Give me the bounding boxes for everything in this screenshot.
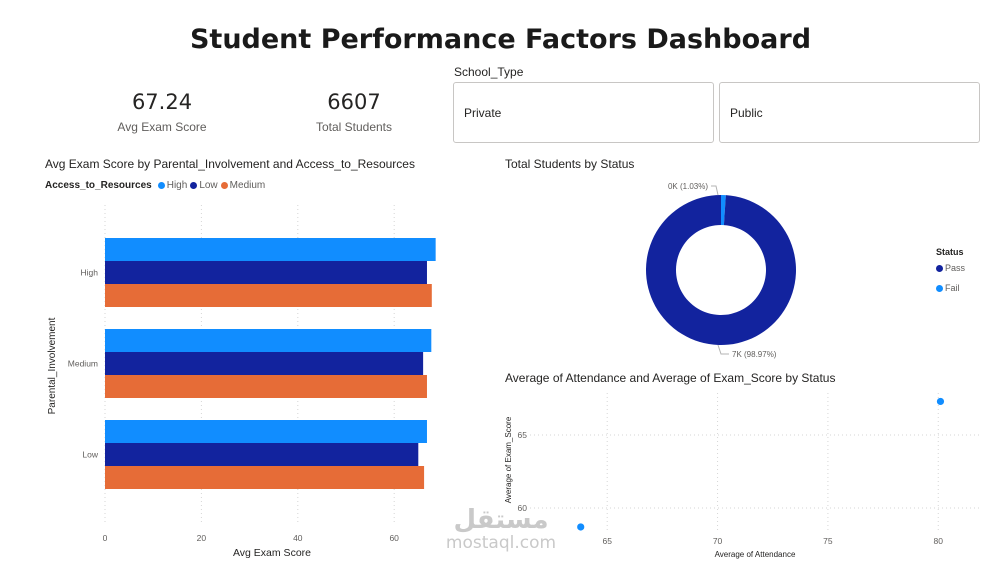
bar-high-low[interactable]	[105, 261, 427, 284]
kpi-value: 6607	[327, 90, 381, 114]
legend-label: Medium	[229, 180, 266, 191]
donut-slice-fail[interactable]	[721, 195, 726, 226]
legend-dot	[220, 182, 228, 189]
legend-item-high[interactable]: High	[157, 180, 188, 191]
y-axis-title: Parental_Involvement	[47, 317, 58, 414]
bar-chart[interactable]: 0 20 40 60 High Medium Low Avg Exam Score Pare…	[0, 0, 460, 579]
donut-chart-title: Total Students by Status	[505, 157, 635, 171]
dashboard-title: Student Performance Factors Dashboard	[189, 24, 812, 55]
slice-label-pass: 7K (98.97%)	[732, 350, 777, 359]
y-tick-label: High	[81, 268, 99, 278]
kpi-label: Total Students	[315, 120, 393, 134]
legend-title: Status	[936, 247, 964, 257]
legend-dot	[936, 284, 943, 292]
kpi-total-students: 6607 Total Students	[274, 90, 434, 134]
scatter-point-fail[interactable]	[577, 523, 585, 531]
bar-chart-legend: Access_to_Resources High Low Medium	[45, 180, 268, 191]
legend-item-low[interactable]: Low	[190, 180, 218, 191]
bar-medium-high[interactable]	[105, 329, 432, 352]
legend-label: High	[166, 180, 188, 191]
legend-item-pass[interactable]: Pass	[936, 263, 965, 273]
scatter-chart[interactable]: 65 70 75 80 60 65 Average of Attendance Avera…	[490, 385, 990, 565]
y-tick-label: Low	[82, 450, 98, 460]
scatter-chart-title: Average of Attendance and Average of Exa…	[505, 371, 836, 385]
x-tick-label: 0	[103, 533, 108, 543]
slicer-title: School_Type	[454, 65, 524, 79]
y-axis-title: Average of Exam_Score	[504, 416, 513, 503]
x-tick-label: 65	[602, 536, 612, 546]
slicer-option-private[interactable]: Private	[453, 82, 714, 143]
donut-chart[interactable]: 0K (1.03%) 7K (98.97%)	[600, 175, 860, 370]
watermark-logo: مستقل mostaql.com	[438, 506, 564, 552]
status-legend: Status Pass Fail	[936, 247, 965, 303]
kpi-label: Avg Exam Score	[117, 120, 207, 134]
bar-medium-low[interactable]	[105, 352, 424, 375]
legend-item-fail[interactable]: Fail	[936, 283, 965, 293]
x-axis-title: Avg Exam Score	[233, 547, 311, 559]
legend-label: Low	[199, 180, 218, 191]
legend-dot	[936, 264, 943, 272]
y-tick-label: Medium	[68, 359, 98, 369]
y-tick-label: 65	[518, 430, 528, 440]
bar-high-medium[interactable]	[105, 284, 432, 307]
watermark-arabic: مستقل	[453, 505, 549, 535]
x-tick-label: 40	[293, 533, 303, 543]
y-tick-label: 60	[518, 503, 528, 513]
bar-chart-title: Avg Exam Score by Parental_Involvement a…	[45, 157, 415, 171]
leader-line	[711, 185, 719, 196]
legend-dot	[157, 182, 165, 189]
bar-high-high[interactable]	[105, 238, 436, 261]
kpi-value: 67.24	[131, 90, 193, 114]
legend-item-medium[interactable]: Medium	[220, 180, 266, 191]
watermark-latin: mostaql.com	[445, 533, 557, 553]
bar-low-high[interactable]	[105, 420, 427, 443]
kpi-avg-exam-score: 67.24 Avg Exam Score	[82, 90, 242, 134]
legend-label: Fail	[945, 283, 960, 293]
donut-slice-pass[interactable]	[646, 195, 796, 345]
legend-dot	[190, 182, 198, 189]
slice-label-fail: 0K (1.03%)	[668, 182, 708, 191]
x-tick-label: 80	[934, 536, 944, 546]
legend-label: Pass	[945, 263, 966, 273]
scatter-point-pass[interactable]	[936, 397, 945, 406]
bar-low-low[interactable]	[105, 443, 419, 466]
x-tick-label: 20	[197, 533, 207, 543]
x-tick-label: 75	[823, 536, 833, 546]
x-tick-label: 60	[389, 533, 399, 543]
leader-line	[717, 344, 729, 355]
slicer-option-public[interactable]: Public	[719, 82, 980, 143]
legend-title: Access_to_Resources	[45, 180, 152, 191]
x-tick-label: 70	[713, 536, 723, 546]
x-axis-title: Average of Attendance	[715, 550, 796, 559]
bar-low-medium[interactable]	[105, 466, 425, 489]
bar-medium-medium[interactable]	[105, 375, 427, 398]
